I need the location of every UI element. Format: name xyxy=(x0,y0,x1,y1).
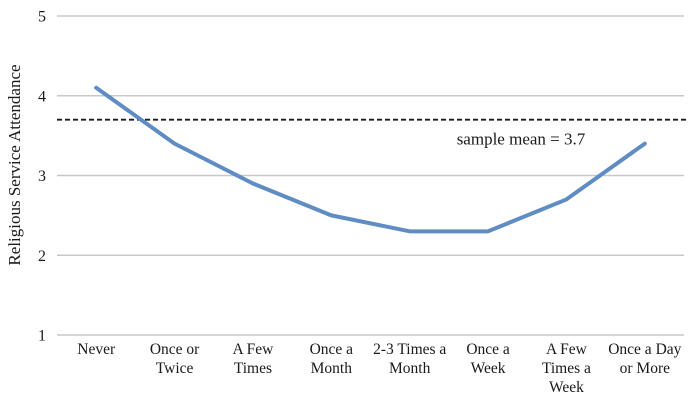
y-tick-label-4: 4 xyxy=(38,88,46,105)
x-category-label-line: Month xyxy=(311,360,353,377)
x-category-label-line: Week xyxy=(471,360,506,377)
x-category-label-line: A Few xyxy=(232,341,274,358)
x-category-label-4: 2-3 Times a Month xyxy=(373,341,446,377)
gridlines xyxy=(57,15,684,336)
x-category-label-line: Month xyxy=(389,360,431,377)
x-category-label-2: A Few Times xyxy=(232,341,274,377)
x-category-label-line: or More xyxy=(620,360,670,377)
sample-mean-annotation: sample mean = 3.7 xyxy=(457,130,586,149)
x-category-label-line: Never xyxy=(77,341,116,358)
y-tick-label-1: 1 xyxy=(38,328,46,345)
y-axis-tick-labels: 1 2 3 4 5 xyxy=(38,9,46,345)
x-category-label-7: Once a Day or More xyxy=(608,341,681,377)
x-category-label-line: Week xyxy=(549,379,584,396)
y-axis-title: Religious Service Attendance xyxy=(5,64,24,265)
y-tick-label-5: 5 xyxy=(38,9,46,26)
x-category-label-line: A Few xyxy=(546,341,588,358)
x-category-label-line: Twice xyxy=(156,360,194,377)
x-category-label-line: Times a xyxy=(542,360,591,377)
x-category-label-3: Once a Month xyxy=(310,341,354,377)
x-category-label-line: 2-3 Times a xyxy=(373,341,446,358)
x-category-label-0: Never xyxy=(77,341,116,358)
attendance-series-line xyxy=(94,85,647,234)
x-category-label-line: Once or xyxy=(150,341,200,358)
x-category-label-line: Once a xyxy=(310,341,354,358)
x-category-label-line: Once a xyxy=(466,341,510,358)
x-category-label-1: Once or Twice xyxy=(150,341,200,377)
x-category-label-6: A Few Times a Week xyxy=(542,341,591,396)
x-category-label-5: Once a Week xyxy=(466,341,510,377)
x-category-label-line: Times xyxy=(234,360,272,377)
y-tick-label-2: 2 xyxy=(38,248,46,265)
x-category-label-line: Once a Day xyxy=(608,341,681,358)
y-tick-label-3: 3 xyxy=(38,168,46,185)
